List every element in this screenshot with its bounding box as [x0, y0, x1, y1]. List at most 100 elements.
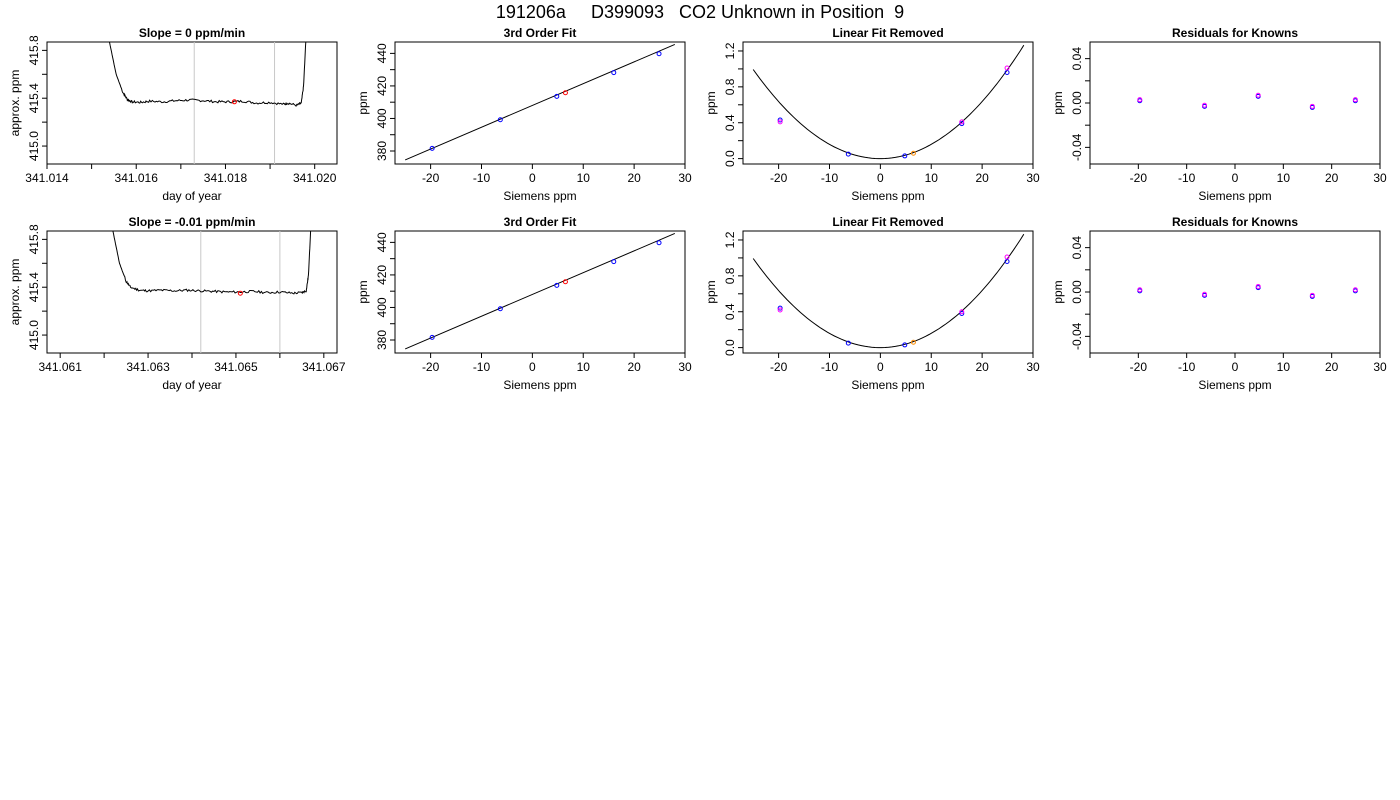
chart-panel-8: Residuals for Knowns -20 -10 0 10 20 30 -0.04 0.… [1051, 215, 1387, 392]
plot-frame [46, 41, 338, 165]
chart-title: Linear Fit Removed [832, 215, 943, 229]
chart-title: 3rd Order Fit [504, 26, 577, 40]
y-tick-label: 380 [375, 141, 389, 161]
y-axis-label: ppm [1051, 91, 1065, 114]
x-tick-label: -10 [473, 360, 491, 374]
x-axis-label: Siemens ppm [1198, 378, 1271, 392]
y-tick-label: 0.00 [1070, 280, 1084, 304]
y-axis-label: ppm [1051, 280, 1065, 303]
chart-title: Slope = 0 ppm/min [139, 26, 245, 40]
chart-panel-7: Linear Fit Removed -20 -10 0 10 20 30 0.0 0.4 0.8… [704, 215, 1040, 392]
data-point [777, 119, 783, 125]
x-tick-label: 30 [1373, 360, 1387, 374]
x-tick-label: 20 [975, 360, 989, 374]
x-tick-label: -10 [821, 360, 839, 374]
plot-content [112, 231, 312, 353]
data-point [910, 150, 916, 156]
data-point [611, 70, 617, 76]
x-axis-label: Siemens ppm [851, 189, 924, 203]
plot-frame [742, 41, 1034, 165]
data-point [562, 279, 568, 285]
y-axis-label: approx. ppm [8, 259, 22, 326]
data-point [1202, 102, 1208, 108]
data-point [959, 121, 965, 127]
data-point [959, 119, 965, 125]
x-axis-label: Siemens ppm [503, 189, 576, 203]
plot-content [1137, 92, 1358, 110]
x-axis-label: Siemens ppm [851, 378, 924, 392]
x-tick-label: 0 [1232, 360, 1239, 374]
x-tick-label: 0 [877, 171, 884, 185]
plot-content [1137, 283, 1358, 299]
chart-title: Residuals for Knowns [1172, 215, 1298, 229]
chart-title: 3rd Order Fit [504, 215, 577, 229]
y-tick-label: 0.4 [723, 303, 737, 320]
y-axis-label: approx. ppm [8, 70, 22, 137]
y-tick-label: 1.2 [723, 42, 737, 59]
y-tick-label: 440 [375, 43, 389, 63]
data-point [1255, 92, 1261, 98]
data-point [656, 240, 662, 246]
y-tick-label: 400 [375, 297, 389, 317]
data-point [1309, 103, 1315, 109]
y-axis-label: ppm [704, 91, 718, 114]
chart-panel-5: Slope = -0.01 ppm/min 341.061 341.063 341.0… [8, 215, 346, 392]
x-tick-label: 30 [1026, 360, 1040, 374]
x-tick-label: -20 [1130, 360, 1148, 374]
x-tick-label: 10 [1277, 360, 1291, 374]
data-point [429, 145, 435, 151]
data-point [959, 309, 965, 315]
y-tick-label: 380 [375, 330, 389, 350]
y-tick-label: 0.8 [723, 267, 737, 284]
y-tick-label: 415.8 [27, 224, 41, 254]
y-tick-label: 0.0 [723, 150, 737, 167]
x-axis-label: day of year [162, 189, 221, 203]
x-tick-label: 10 [925, 171, 939, 185]
y-tick-label: 415.8 [27, 35, 41, 65]
data-point [1004, 65, 1010, 71]
x-tick-label: -10 [1178, 360, 1196, 374]
x-tick-label: -20 [1130, 171, 1148, 185]
x-tick-label: 10 [925, 360, 939, 374]
data-point [845, 151, 851, 157]
y-tick-label: 0.4 [723, 114, 737, 131]
x-tick-label: 0 [1232, 171, 1239, 185]
x-tick-label: -10 [1178, 171, 1196, 185]
y-tick-label: 400 [375, 108, 389, 128]
data-point [777, 307, 783, 313]
y-tick-label: -0.04 [1070, 322, 1084, 350]
data-point [611, 259, 617, 265]
data-point [429, 334, 435, 340]
plot-content [109, 42, 307, 164]
chart-title: Residuals for Knowns [1172, 26, 1298, 40]
y-axis-label: ppm [704, 280, 718, 303]
x-tick-label: 30 [678, 360, 692, 374]
y-tick-label: 1.2 [723, 231, 737, 248]
plot-frame [1089, 41, 1381, 165]
y-tick-label: 415.0 [27, 131, 41, 161]
x-tick-label: 341.065 [214, 360, 258, 374]
y-tick-label: 0.00 [1070, 91, 1084, 115]
fit-line [404, 232, 676, 350]
x-tick-label: 10 [577, 171, 591, 185]
x-tick-label: -20 [770, 171, 788, 185]
x-tick-label: 20 [627, 360, 641, 374]
y-tick-label: 415.0 [27, 320, 41, 350]
chart-title: Linear Fit Removed [832, 26, 943, 40]
x-axis-label: Siemens ppm [1198, 189, 1271, 203]
plot-content [752, 233, 1025, 349]
data-point [656, 51, 662, 57]
x-tick-label: 341.018 [204, 171, 248, 185]
x-tick-label: 341.014 [25, 171, 69, 185]
data-point [1137, 97, 1143, 103]
y-axis-label: ppm [356, 91, 370, 114]
data-point [1309, 292, 1315, 298]
y-tick-label: -0.04 [1070, 133, 1084, 161]
x-tick-label: 341.016 [115, 171, 159, 185]
x-tick-label: -10 [821, 171, 839, 185]
data-point [1255, 283, 1261, 289]
data-point [554, 93, 560, 99]
x-tick-label: 0 [877, 360, 884, 374]
x-tick-label: 341.061 [38, 360, 82, 374]
x-tick-label: 20 [1325, 171, 1339, 185]
